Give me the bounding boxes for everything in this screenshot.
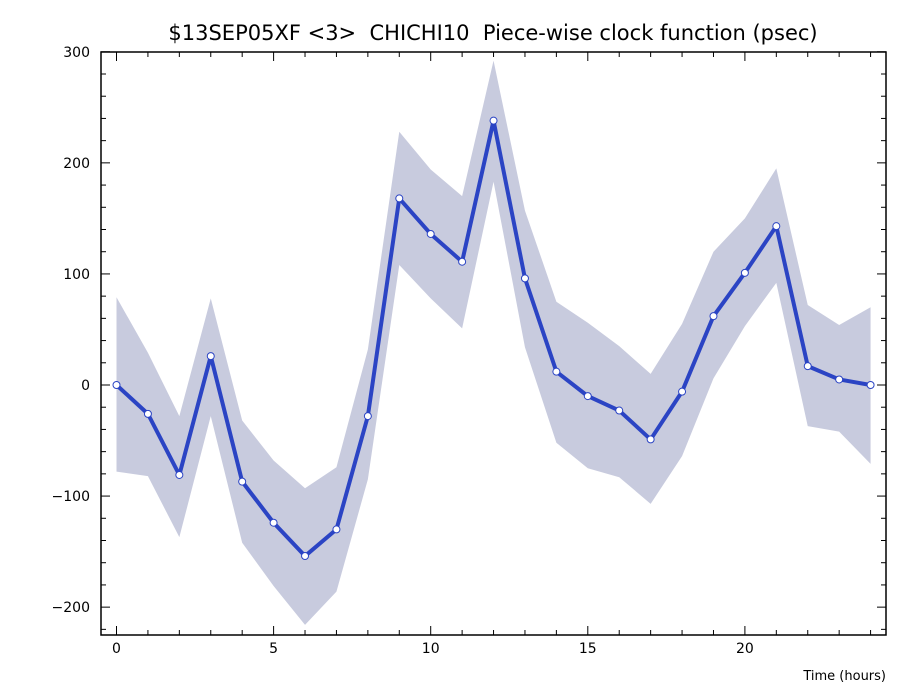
data-point	[520, 274, 529, 283]
plot-area: 0 5 10 15 20 −200 −100 0 100 200 300	[52, 45, 887, 657]
data-point	[238, 477, 247, 486]
y-tick-label: 0	[81, 378, 90, 394]
data-point	[803, 362, 812, 371]
data-point	[646, 435, 655, 444]
data-point	[143, 409, 152, 418]
data-point	[175, 470, 184, 479]
y-tick-label: 100	[63, 267, 90, 283]
x-tick-label: 10	[422, 641, 440, 657]
data-point	[426, 229, 435, 238]
data-point	[112, 381, 121, 389]
y-tick-label: 200	[63, 156, 90, 172]
data-point	[489, 116, 498, 125]
data-point	[678, 387, 687, 396]
data-point	[395, 194, 404, 203]
data-point	[206, 352, 215, 361]
data-point	[332, 525, 341, 534]
y-tick-label: −200	[52, 600, 90, 616]
data-point	[835, 375, 844, 384]
data-point	[866, 381, 875, 389]
uncertainty-band	[116, 60, 871, 625]
x-tick-label: 20	[736, 641, 754, 657]
chart-title: $13SEP05XF <3> CHICHI10 Piece-wise clock…	[168, 21, 817, 45]
data-point	[301, 552, 310, 561]
data-point	[363, 412, 372, 421]
x-tick-label: 5	[269, 641, 278, 657]
data-point	[709, 312, 718, 321]
data-point	[740, 268, 749, 277]
x-tick-label: 0	[112, 641, 121, 657]
y-tick-label: −100	[52, 489, 90, 505]
data-point	[458, 257, 467, 266]
x-tick-label: 15	[579, 641, 597, 657]
y-tick-label: 300	[63, 45, 90, 61]
data-point	[552, 367, 561, 376]
data-point	[269, 518, 278, 527]
data-point	[615, 406, 624, 415]
data-point	[583, 392, 592, 401]
data-point	[772, 222, 781, 231]
x-axis-label: Time (hours)	[802, 669, 886, 684]
